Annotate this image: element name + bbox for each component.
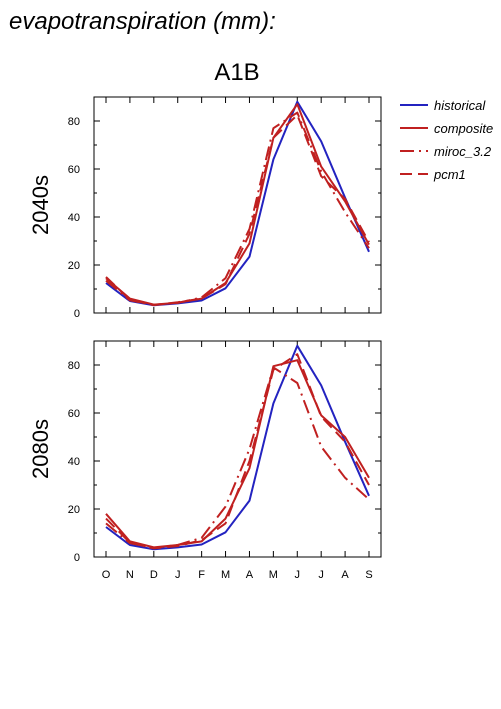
y-tick-label: 0 (74, 552, 80, 564)
x-tick-label: J (175, 569, 181, 581)
x-tick-label: A (246, 569, 254, 581)
y-tick-label: 40 (68, 456, 80, 468)
x-tick-label: F (198, 569, 205, 581)
x-tick-label: O (102, 569, 111, 581)
series-line-historical (105, 344, 370, 551)
y-tick-label: 40 (68, 212, 80, 224)
series-line-miroc_3.2 (105, 111, 370, 306)
legend-label-miroc_3.2: miroc_3.2 (434, 144, 492, 159)
legend-label-pcm1: pcm1 (433, 167, 466, 182)
panel-label-2040s: 2040s (28, 175, 53, 235)
series-line-pcm1 (105, 114, 370, 307)
series-line-pcm1 (105, 353, 370, 550)
x-tick-label: J (318, 569, 324, 581)
plot-frame (93, 340, 382, 558)
x-tick-label: D (150, 569, 158, 581)
y-tick-label: 20 (68, 260, 80, 272)
scenario-title: A1B (214, 59, 259, 86)
y-tick-label: 60 (68, 164, 80, 176)
legend-label-composite: composite (434, 121, 493, 136)
y-tick-label: 80 (68, 116, 80, 128)
y-tick-label: 20 (68, 504, 80, 516)
x-tick-label: S (365, 569, 372, 581)
panel-2080s: 0 20 40 60 80 O N D J F M A M J J A S 2080s (28, 340, 382, 581)
x-tick-label: M (221, 569, 230, 581)
x-tick-label: J (295, 569, 301, 581)
panel-2040s: 0 20 40 60 80 2040s (28, 96, 382, 320)
series-line-miroc_3.2 (105, 366, 370, 549)
series-line-historical (105, 100, 370, 307)
series-line-composite (105, 103, 370, 306)
legend-label-historical: historical (434, 98, 486, 113)
plot-frame (93, 96, 382, 314)
x-tick-label: N (126, 569, 134, 581)
series-line-composite (105, 359, 370, 549)
legend: historical composite miroc_3.2 pcm1 (400, 98, 493, 182)
plot-panels: 0 20 40 60 80 2040s 0 20 40 60 80 O N D J F M A M J J A S 2080s (28, 96, 382, 581)
x-tick-label: M (269, 569, 278, 581)
panel-label-2080s: 2080s (28, 419, 53, 479)
x-tick-label: A (341, 569, 349, 581)
page-title: evapotranspiration (mm): (9, 8, 276, 35)
y-tick-label: 0 (74, 308, 80, 320)
y-tick-label: 60 (68, 408, 80, 420)
y-tick-label: 80 (68, 360, 80, 372)
